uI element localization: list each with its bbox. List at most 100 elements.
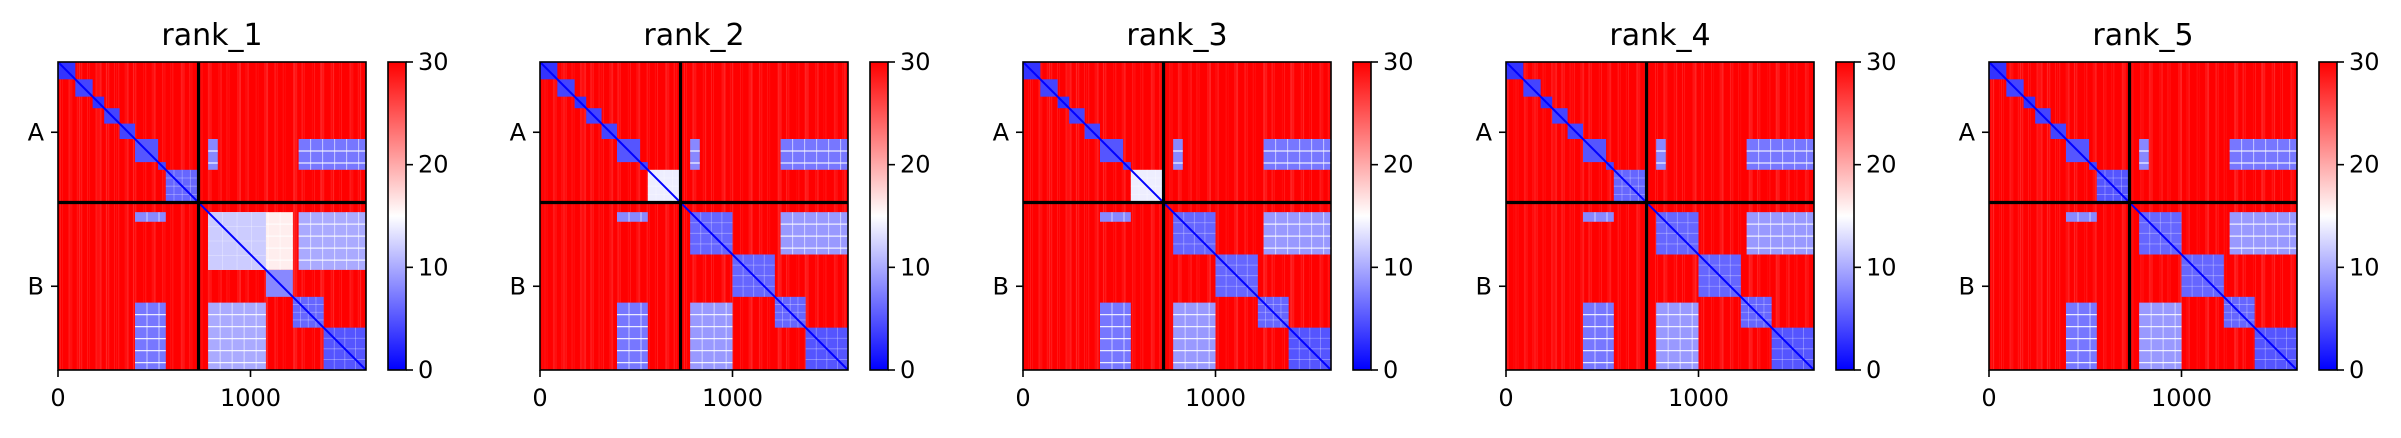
plot-frame bbox=[1988, 61, 2298, 371]
heatmap-panel-1: rank_1 A B 0 1000 0 10 20 30 bbox=[28, 18, 449, 412]
heatmap-stripe bbox=[1580, 62, 1583, 370]
heatmap-stripe bbox=[1236, 62, 1239, 370]
heatmap-stripe bbox=[2019, 62, 2022, 370]
heatmap-stripe bbox=[1032, 62, 1033, 370]
heatmap-offdiag-patch bbox=[617, 302, 648, 370]
heatmap-stripe bbox=[1536, 62, 1538, 370]
y-tick-label: B bbox=[28, 272, 44, 300]
heatmap-stripe bbox=[602, 62, 604, 370]
heatmap-panel-4: rank_4 A B 0 1000 0 10 20 30 bbox=[1476, 18, 1897, 412]
heatmap-offdiag-patch bbox=[298, 139, 366, 170]
heatmap-stripe bbox=[2055, 62, 2056, 370]
heatmap-stripe bbox=[1513, 62, 1515, 370]
heatmap-stripe bbox=[684, 62, 685, 370]
heatmap-offdiag-patch bbox=[1263, 212, 1331, 255]
heatmap-stripe bbox=[1721, 62, 1724, 370]
heatmap-offdiag-patch bbox=[1100, 212, 1131, 222]
heatmap-stripe bbox=[62, 62, 63, 370]
x-tick-label: 0 bbox=[1981, 384, 1996, 412]
heatmap-stripe bbox=[582, 62, 584, 370]
heatmap-stripe bbox=[1244, 62, 1246, 370]
heatmap-stripe bbox=[116, 62, 118, 370]
heatmap-stripe bbox=[89, 62, 91, 370]
heatmap-stripe bbox=[1046, 62, 1049, 370]
heatmap-stripe bbox=[1655, 62, 1656, 370]
heatmap-stripe bbox=[1084, 62, 1085, 370]
heatmap-offdiag-patch bbox=[1173, 302, 1216, 370]
heatmap-offdiag-patch bbox=[780, 139, 848, 170]
heatmap-cells bbox=[1023, 62, 1331, 370]
heatmap-offdiag-patch bbox=[208, 139, 218, 170]
heatmap-stripe bbox=[1077, 62, 1080, 370]
y-tick-label: A bbox=[1959, 118, 1976, 146]
colorbar-tick-label: 20 bbox=[418, 151, 449, 179]
heatmap-stripe bbox=[2132, 62, 2134, 370]
heatmap-stripe bbox=[126, 62, 129, 370]
heatmap-stripe bbox=[1625, 62, 1627, 370]
heatmap-stripe bbox=[2036, 62, 2039, 370]
heatmap-stripe bbox=[1215, 62, 1217, 370]
heatmap-stripe bbox=[105, 62, 108, 370]
heatmap-stripe bbox=[1142, 62, 1144, 370]
heatmap-stripe bbox=[561, 62, 563, 370]
heatmap-stripe bbox=[571, 62, 573, 370]
heatmap-stripe bbox=[1169, 62, 1171, 370]
heatmap-offdiag-patch bbox=[208, 302, 266, 370]
colorbar-frame bbox=[1352, 61, 1372, 371]
heatmap-stripe bbox=[731, 62, 734, 370]
heatmap-stripe bbox=[1227, 62, 1229, 370]
heatmap-offdiag-patch bbox=[1583, 212, 1614, 222]
heatmap-stripe bbox=[1738, 62, 1740, 370]
heatmap-stripe bbox=[1534, 62, 1536, 370]
heatmap-stripe bbox=[2021, 62, 2024, 370]
heatmap-panel-5: rank_5 A B 0 1000 0 10 20 30 bbox=[1959, 18, 2380, 412]
colorbar-tick-label: 30 bbox=[1866, 48, 1897, 76]
heatmap-stripe bbox=[2188, 62, 2190, 370]
colorbar bbox=[1836, 62, 1854, 370]
heatmap-stripe bbox=[1059, 62, 1061, 370]
heatmap-offdiag-patch bbox=[690, 302, 733, 370]
heatmap-stripe bbox=[1636, 62, 1639, 370]
heatmap-stripe bbox=[107, 62, 110, 370]
heatmap-stripe bbox=[170, 62, 172, 370]
colorbar-tick-label: 30 bbox=[418, 48, 449, 76]
heatmap-stripe bbox=[673, 62, 675, 370]
heatmap-stripe bbox=[767, 62, 769, 370]
heatmap-stripe bbox=[1517, 62, 1519, 370]
x-tick-label: 0 bbox=[1498, 384, 1513, 412]
heatmap-stripe bbox=[1544, 62, 1546, 370]
colorbar-tick-label: 30 bbox=[1383, 48, 1414, 76]
colorbar-tick-label: 0 bbox=[1383, 356, 1398, 384]
heatmap-stripe bbox=[1617, 62, 1619, 370]
heatmap-stripe bbox=[2057, 62, 2059, 370]
heatmap-stripe bbox=[60, 62, 61, 370]
heatmap-stripe bbox=[76, 62, 79, 370]
heatmap-stripe bbox=[573, 62, 575, 370]
heatmap-stripe bbox=[1990, 62, 1993, 370]
plot-frame bbox=[539, 61, 849, 371]
y-tick-label: A bbox=[993, 118, 1010, 146]
heatmap-stripe bbox=[740, 62, 741, 370]
colorbar-tick-label: 0 bbox=[418, 356, 433, 384]
heatmap-stripe bbox=[172, 62, 174, 370]
heatmap-stripe bbox=[1057, 62, 1058, 370]
heatmap-stripe bbox=[1038, 62, 1041, 370]
heatmap-stripe bbox=[2028, 62, 2029, 370]
heatmap-stripe bbox=[1069, 62, 1072, 370]
heatmap-stripe bbox=[665, 62, 668, 370]
heatmap-stripe bbox=[1553, 62, 1555, 370]
heatmap-stripe bbox=[2217, 62, 2219, 370]
heatmap-stripe bbox=[654, 62, 656, 370]
heatmap-stripe bbox=[1217, 62, 1219, 370]
heatmap-offdiag-patch bbox=[298, 212, 366, 270]
heatmap-diagonal-line bbox=[1989, 62, 2297, 370]
heatmap-stripe bbox=[1096, 62, 1099, 370]
heatmap-stripe bbox=[761, 62, 763, 370]
heatmap-offdiag-patch bbox=[135, 212, 166, 222]
colorbar-tick-label: 10 bbox=[2349, 253, 2380, 281]
heatmap-stripe bbox=[542, 62, 544, 370]
colorbar-tick-label: 10 bbox=[900, 253, 931, 281]
heatmap-offdiag-patch bbox=[1656, 302, 1699, 370]
y-tick-label: B bbox=[1476, 272, 1492, 300]
